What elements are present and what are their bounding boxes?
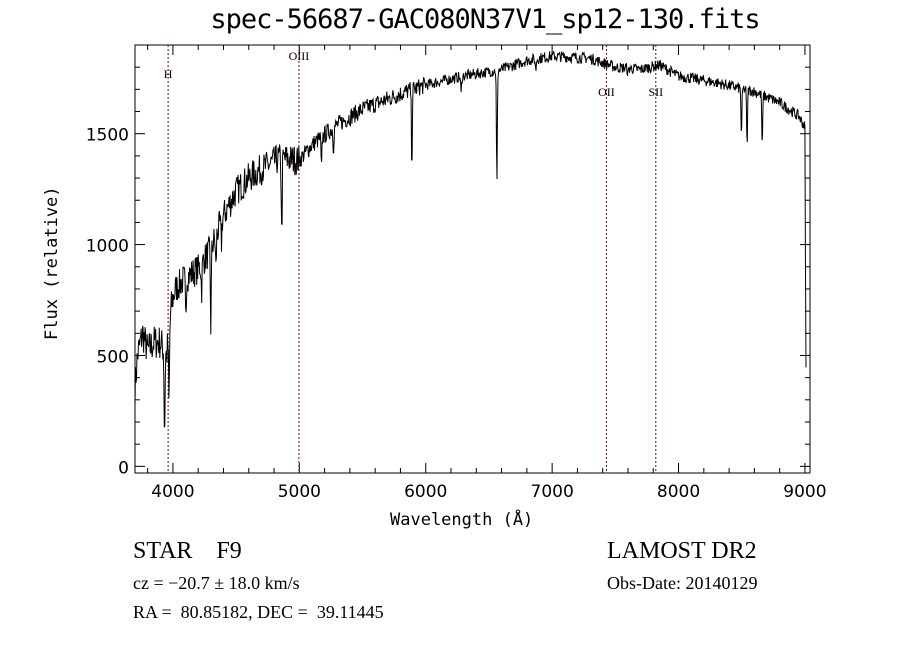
redshift-info: cz = −20.7 ± 18.0 km/s: [133, 573, 300, 593]
y-tick-label: 0: [118, 458, 129, 478]
line-marker-label: OIII: [289, 49, 310, 63]
y-tick-label: 500: [97, 347, 129, 367]
y-tick-label: 1500: [86, 126, 129, 146]
chart-title: spec-56687-GAC080N37V1_sp12-130.fits: [210, 4, 760, 35]
line-marker-label: SII: [648, 85, 663, 99]
y-tick-label: 1000: [86, 237, 129, 257]
line-marker-label: H: [164, 67, 173, 81]
y-axis-label: Flux (relative): [42, 186, 62, 340]
x-tick-label: 5000: [278, 482, 321, 502]
x-tick-label: 9000: [783, 482, 826, 502]
x-tick-label: 7000: [531, 482, 574, 502]
object-class: STAR F9: [133, 538, 242, 564]
coordinates: RA = 80.85182, DEC = 39.11445: [133, 602, 384, 622]
x-tick-label: 4000: [151, 482, 194, 502]
plot-frame: [134, 44, 811, 474]
x-tick-label: 8000: [657, 482, 700, 502]
obs-date: Obs-Date: 20140129: [607, 573, 758, 593]
x-axis-label: Wavelength (Å): [390, 510, 534, 530]
spectrum-line: [134, 51, 807, 428]
line-marker-label: OII: [598, 85, 615, 99]
survey-name: LAMOST DR2: [607, 538, 757, 564]
x-tick-label: 6000: [404, 482, 447, 502]
